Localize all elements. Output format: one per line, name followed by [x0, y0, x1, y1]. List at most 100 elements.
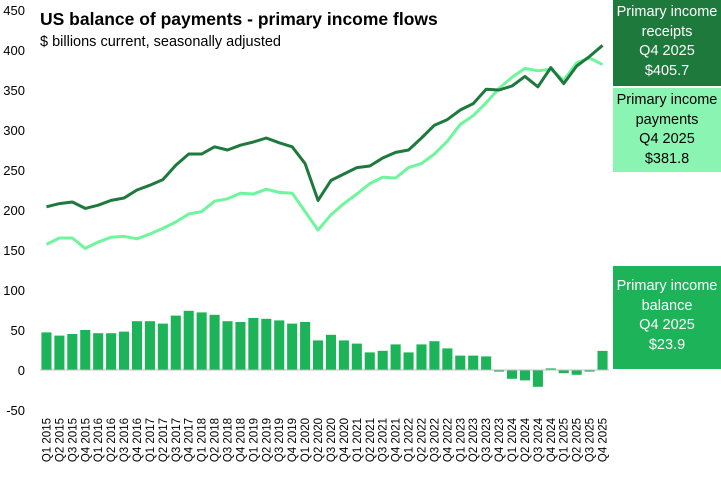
- balance-bar: [338, 340, 349, 370]
- balance-bar: [41, 332, 52, 370]
- balance-bar: [274, 320, 285, 370]
- x-tick-label: Q3 2022: [429, 418, 441, 462]
- balance-callout-line2: balance: [641, 297, 693, 314]
- y-tick-label: 100: [3, 283, 25, 298]
- balance-bar: [248, 318, 259, 370]
- x-tick-label: Q3 2021: [378, 418, 390, 462]
- x-axis-labels: Q1 2015 Q2 2015 Q3 2015 Q4 2015 Q1 2016 Q2 20…: [41, 417, 609, 462]
- receipts-callout-period: Q4 2025: [639, 43, 695, 59]
- balance-bar: [351, 343, 362, 370]
- x-tick-label: Q2 2025: [572, 418, 584, 462]
- x-tick-label: Q1 2024: [507, 417, 519, 462]
- balance-callout-line1: Primary income: [616, 278, 718, 294]
- x-tick-label: Q3 2024: [533, 417, 545, 462]
- x-tick-label: Q4 2019: [287, 418, 299, 462]
- x-tick-label: Q3 2020: [326, 418, 338, 462]
- x-tick-label: Q3 2025: [585, 418, 597, 462]
- balance-bar: [119, 331, 130, 370]
- x-tick-label: Q2 2024: [520, 417, 532, 462]
- balance-bar: [170, 315, 181, 370]
- balance-bar: [93, 333, 104, 370]
- x-tick-label: Q1 2022: [404, 418, 416, 462]
- balance-bar: [144, 321, 155, 370]
- x-tick-label: Q2 2023: [468, 418, 480, 462]
- x-tick-label: Q4 2020: [339, 418, 351, 462]
- x-tick-label: Q1 2015: [41, 418, 53, 462]
- y-tick-label: 50: [11, 323, 25, 338]
- balance-bar: [481, 356, 492, 370]
- x-tick-label: Q3 2018: [223, 418, 235, 462]
- x-tick-label: Q4 2025: [598, 418, 610, 462]
- balance-bar: [571, 370, 582, 375]
- x-tick-label: Q1 2021: [352, 418, 364, 462]
- balance-bar: [209, 314, 220, 370]
- balance-bar: [131, 321, 143, 370]
- balance-bar: [235, 322, 246, 370]
- y-tick-label: 400: [3, 43, 25, 58]
- balance-callout: Primary income balance Q4 2025 $23.9: [613, 266, 721, 369]
- x-tick-label: Q4 2022: [442, 418, 454, 462]
- receipts-callout-value: $405.7: [644, 62, 690, 79]
- bar-series: [41, 310, 608, 387]
- x-tick-label: Q4 2017: [184, 418, 196, 462]
- y-tick-label: 150: [3, 243, 25, 258]
- payments-callout-line1: Primary income: [616, 92, 718, 108]
- x-tick-label: Q2 2015: [54, 418, 66, 462]
- y-tick-label: 250: [3, 163, 25, 178]
- y-tick-label: 300: [3, 123, 25, 138]
- balance-bar: [54, 335, 65, 370]
- balance-bar: [196, 312, 207, 370]
- balance-bar: [106, 333, 117, 370]
- receipts-line: [46, 44, 604, 210]
- balance-callout-period: Q4 2025: [639, 317, 695, 333]
- balance-bar: [468, 355, 479, 370]
- balance-bar: [429, 341, 440, 370]
- x-tick-label: Q2 2018: [210, 418, 222, 462]
- balance-bar: [183, 310, 194, 370]
- balance-bar: [325, 334, 337, 370]
- x-tick-label: Q2 2020: [313, 418, 325, 462]
- balance-bar: [403, 352, 414, 370]
- x-tick-label: Q4 2021: [391, 418, 403, 462]
- balance-bar: [80, 330, 91, 370]
- chart-title: US balance of payments - primary income …: [40, 9, 438, 29]
- x-tick-label: Q4 2016: [132, 418, 144, 462]
- balance-bar: [312, 340, 324, 370]
- balance-bar: [597, 350, 608, 370]
- y-tick-label: 200: [3, 203, 25, 218]
- x-tick-label: Q1 2025: [559, 418, 571, 462]
- y-axis: -50 0 50 100 150 200 250 300 350 400 450: [3, 3, 25, 418]
- balance-bar: [157, 323, 168, 370]
- x-tick-label: Q2 2016: [106, 418, 118, 462]
- balance-bar: [532, 370, 543, 387]
- x-tick-label: Q1 2023: [455, 418, 467, 462]
- balance-bar: [416, 344, 427, 370]
- balance-bar: [222, 321, 233, 370]
- x-tick-label: Q3 2016: [119, 418, 131, 462]
- x-tick-label: Q1 2018: [197, 418, 209, 462]
- y-tick-label: 450: [3, 3, 25, 18]
- balance-bar: [558, 370, 569, 374]
- x-tick-label: Q4 2023: [494, 418, 506, 462]
- balance-bar: [67, 334, 78, 370]
- x-tick-label: Q2 2021: [365, 418, 377, 462]
- x-tick-label: Q1 2016: [93, 418, 105, 462]
- x-tick-label: Q1 2020: [300, 418, 312, 462]
- balance-bar: [584, 370, 595, 372]
- balance-bar: [364, 352, 375, 370]
- receipts-callout-line2: receipts: [641, 23, 693, 40]
- x-tick-label: Q2 2019: [261, 418, 273, 462]
- x-tick-label: Q2 2017: [158, 418, 170, 462]
- x-tick-label: Q4 2024: [546, 417, 558, 462]
- x-tick-label: Q4 2015: [80, 418, 92, 462]
- x-tick-label: Q3 2019: [274, 418, 286, 462]
- balance-bar: [519, 370, 530, 381]
- y-tick-label: 350: [3, 83, 25, 98]
- balance-bar: [377, 350, 388, 370]
- balance-bar: [261, 318, 272, 370]
- payments-callout: Primary income payments Q4 2025 $381.8: [613, 88, 721, 172]
- chart-subtitle: $ billions current, seasonally adjusted: [40, 34, 281, 50]
- x-tick-label: Q3 2017: [171, 418, 183, 462]
- balance-bar: [506, 370, 518, 379]
